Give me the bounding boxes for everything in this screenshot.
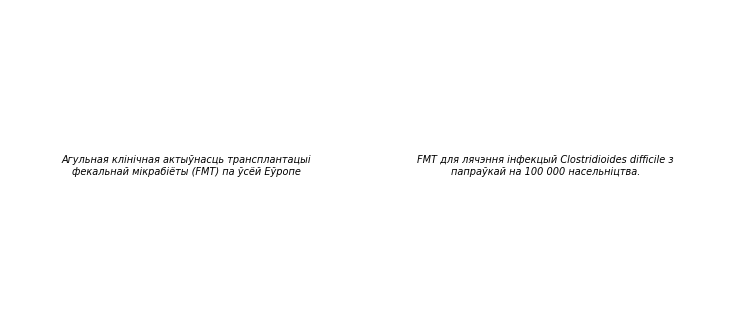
Text: FMT для лячэння інфекцый Clostridioides difficile з
папраўкай на 100 000 насельн: FMT для лячэння інфекцый Clostridioides … xyxy=(417,155,673,177)
Text: Агульная клінічная актыўнасць трансплантацыі
фекальнай мікрабіёты (FMT) па ўсёй : Агульная клінічная актыўнасць трансплант… xyxy=(62,155,312,177)
